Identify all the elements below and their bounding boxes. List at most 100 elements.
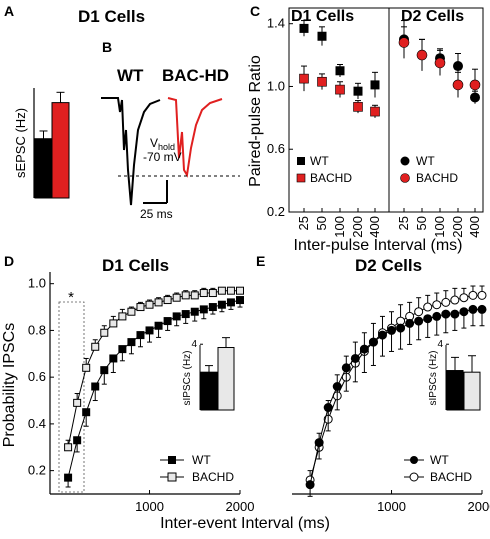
panel-d-highlight-box (58, 301, 85, 493)
panel-c-frame (288, 7, 484, 213)
panel-c-d1-s0-point-4 (370, 80, 380, 90)
panel-d-s1-point-3 (91, 342, 100, 351)
panel-e-s1-point-15 (441, 297, 451, 307)
panel-d-s0-point-9 (145, 326, 154, 335)
panel-c2-legend-bachd: BACHD (416, 171, 458, 185)
panel-e-s0-point-12 (414, 316, 424, 326)
panel-e-s0-point-8 (377, 330, 387, 340)
panel-c-ytick-label-1: 0.6 (267, 141, 285, 156)
panel-d-ytick-label-3: 0.8 (28, 322, 46, 337)
panel-d-s1-point-19 (236, 286, 244, 295)
panel-e-s0-point-10 (396, 323, 406, 333)
panel-c2-legend-wt-marker (400, 156, 410, 166)
panel-c-d2-xtick-label-2: 100 (432, 216, 447, 238)
panel-c-ytick-label-2: 1.0 (267, 78, 285, 93)
panel-c-d1-s1-point-3 (353, 102, 363, 112)
panel-d-s1-point-8 (136, 303, 145, 312)
panel-b-letter: B (102, 39, 112, 55)
panel-e-s0-point-17 (459, 307, 469, 317)
panel-e-s0-point-3 (332, 382, 342, 392)
panel-d-s1-point-10 (154, 298, 163, 307)
panel-e-legend-wt: WT (430, 453, 449, 467)
panel-c-d1-s0-point-3 (353, 86, 363, 96)
panel-d-s0-point-5 (109, 354, 118, 363)
vhold-label: Vhold (150, 136, 175, 152)
panel-c-d1-s0-point-1 (317, 31, 327, 41)
panel-e-s0-point-0 (305, 480, 315, 490)
panel-d-s0-point-17 (217, 300, 226, 309)
panel-d-legend-wt: WT (192, 453, 211, 467)
panel-c-ytick-label-3: 1.4 (267, 16, 285, 31)
panel-e-inset-ytick-label: 4 (437, 339, 443, 350)
panel-e-s0-point-16 (450, 309, 460, 319)
panel-c-chart: * * 0.20.61.01.4255010020040025501002004… (267, 7, 484, 238)
panel-e-letter: E (256, 253, 265, 269)
panel-d-s1-point-0 (64, 443, 73, 452)
panel-d-s1-point-4 (100, 328, 109, 337)
panel-d-s0-point-18 (226, 298, 235, 307)
panel-c-ylabel: Paired-pulse Ratio (247, 55, 264, 187)
panel-e-s1-point-19 (477, 290, 487, 300)
panel-c-title-d2: D2 Cells (401, 8, 464, 25)
panel-d-s0-point-14 (190, 307, 199, 316)
panel-c-legend-wt-marker (297, 157, 305, 165)
panel-e-s0-point-9 (387, 325, 397, 335)
panel-d-s1-point-1 (73, 398, 82, 407)
panel-c-d2-s1-point-2 (434, 57, 446, 69)
panel-d-letter: D (4, 253, 14, 269)
panel-d-inset-ylabel: sIPSCs (Hz) (182, 351, 193, 406)
panel-d-s0-point-2 (82, 408, 91, 417)
panel-e-s1-point-18 (468, 290, 478, 300)
panel-e-legend-bachd-marker (409, 472, 419, 482)
panel-c-d2-s1-point-3 (452, 79, 464, 91)
panel-c-xlabel: Inter-pulse Interval (ms) (294, 237, 463, 254)
panel-d-s0-point-10 (154, 321, 163, 330)
panel-c-d1-s0-point-2 (335, 66, 345, 76)
panel-d-s1-point-9 (145, 300, 154, 309)
panel-e-s0-point-4 (341, 363, 351, 373)
bachd-trace-label: BAC-HD (162, 66, 229, 85)
panel-d-s1-point-15 (199, 289, 208, 298)
panel-d-star: * (68, 289, 74, 306)
panel-e-title: D2 Cells (355, 256, 422, 275)
panel-d-s1-point-16 (208, 289, 217, 298)
panel-e-xtick-label-1: 2000 (468, 499, 490, 514)
panel-d-s0-point-11 (163, 317, 172, 326)
panel-e-s0-point-2 (323, 403, 333, 413)
panel-d-s0-point-8 (136, 331, 145, 340)
panel-e-s1-point-12 (414, 307, 424, 317)
panel-a-letter: A (4, 3, 14, 19)
panel-c-d1-xtick-label-2: 100 (332, 216, 347, 238)
panel-d-ytick-label-2: 0.6 (28, 369, 46, 384)
panel-e-legend-bachd: BACHD (430, 470, 472, 484)
panel-c-d2-s1-point-4 (469, 79, 481, 91)
panel-e-inset-ylabel: sIPSCs (Hz) (428, 351, 439, 406)
panel-d-s0-point-13 (181, 310, 190, 319)
wt-trace (101, 97, 161, 206)
panel-c-d2-xtick-label-3: 200 (450, 216, 465, 238)
panel-c-d2-xtick-label-1: 50 (414, 216, 429, 230)
panel-c-d1-s0-point-0 (299, 23, 309, 33)
panel-c-legend-wt: WT (310, 154, 329, 168)
panel-c-d1-xtick-label-3: 200 (350, 216, 365, 238)
panel-d-s1-point-12 (172, 293, 181, 302)
panel-d-ylabel: Probability IPSCs (1, 323, 18, 448)
panel-c-d1-xtick-label-4: 400 (367, 216, 382, 238)
vhold-value: -70 mV (143, 150, 182, 164)
bottom-xlabel: Inter-event Interval (ms) (160, 515, 330, 532)
panel-e-s0-point-6 (359, 344, 369, 354)
panel-c-d1-xtick-label-1: 50 (314, 216, 329, 230)
panel-d-xtick-label-0: 1000 (135, 499, 164, 514)
panel-c-ytick-label-0: 0.2 (267, 204, 285, 219)
panel-a-bar-0 (34, 138, 53, 199)
panel-e-s0-point-19 (477, 304, 487, 314)
panel-a-chart: sEPSC (Hz) * (13, 88, 70, 199)
panel-d-legend-bachd: BACHD (192, 470, 234, 484)
panel-e-s0-point-7 (368, 337, 378, 347)
panel-d-s0-point-0 (64, 473, 73, 482)
panel-d-inset-bar-0 (200, 371, 218, 411)
panel-e-xtick-label-0: 1000 (377, 499, 406, 514)
panel-d-inset-bar-1 (217, 347, 235, 411)
